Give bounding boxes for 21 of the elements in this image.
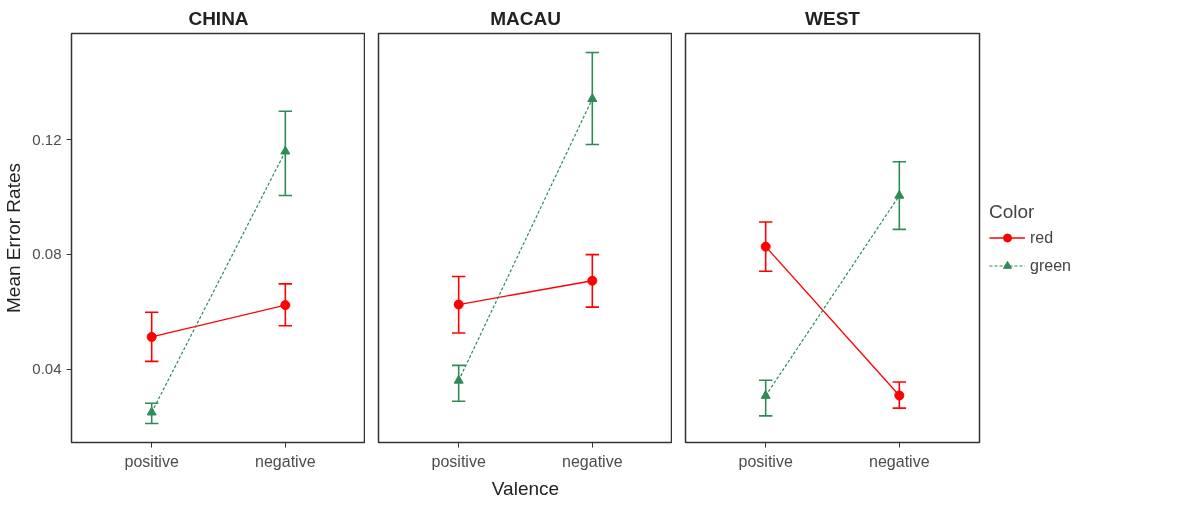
legend-title: Color [989, 200, 1036, 222]
x-tick-label: positive [431, 452, 486, 470]
x-tick-label: negative [562, 452, 623, 470]
y-axis-title: Mean Error Rates [3, 163, 25, 313]
y-tick-label: 0.12 [32, 130, 62, 148]
legend-label: green [1030, 256, 1071, 274]
chart-title: WEST [805, 7, 861, 29]
chart-title: CHINA [188, 7, 249, 29]
point [760, 241, 771, 252]
x-tick-label: positive [124, 452, 179, 470]
point [146, 331, 157, 342]
point [587, 275, 598, 286]
legend-label: red [1030, 228, 1054, 246]
y-tick-label: 0.08 [32, 245, 62, 263]
x-tick-label: negative [255, 452, 316, 470]
point [280, 300, 291, 311]
chart-title: MACAU [490, 7, 561, 29]
x-axis-title: Valence [491, 477, 560, 499]
x-tick-label: positive [738, 452, 793, 470]
x-tick-label: negative [869, 452, 930, 470]
y-tick-label: 0.04 [32, 360, 62, 378]
